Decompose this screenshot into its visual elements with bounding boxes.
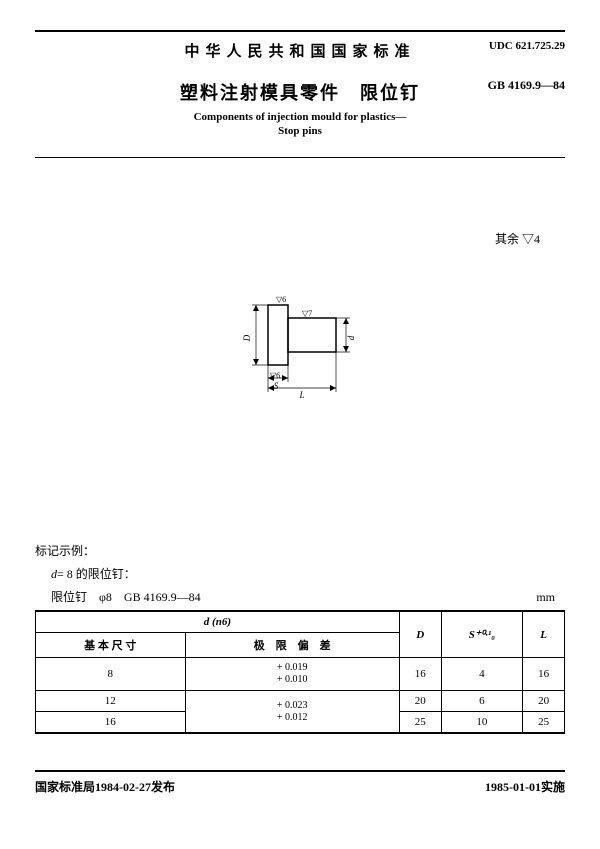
- en-title-2: Stop pins: [35, 125, 565, 137]
- dim-L-label: L: [298, 390, 304, 400]
- stop-pin-diagram: D d ▽6 ▽7 ▽6 S L: [240, 290, 380, 400]
- dim-S-label: S: [274, 381, 279, 391]
- table-row: 8 + 0.019 + 0.010 16 4 16: [36, 658, 565, 691]
- header: UDC 621.725.29 GB 4169.9—84 中华人民共和国国家标准 …: [35, 40, 565, 149]
- dim-d-label: d: [346, 335, 356, 340]
- col-basic: 基 本 尺 寸: [36, 633, 186, 658]
- country-title: 中华人民共和国国家标准: [35, 40, 565, 61]
- col-tolerance: 极 限 偏 差: [185, 633, 399, 658]
- unit-label: mm: [536, 590, 555, 605]
- table-row: 12 + 0.023 + 0.012 20 6 20: [36, 691, 565, 712]
- dim-D-label: D: [242, 334, 252, 342]
- footer-effective: 1985-01-01实施: [485, 778, 565, 795]
- marking-line1: d= 8 的限位钉：: [35, 563, 201, 586]
- marking-title: 标记示例：: [35, 540, 201, 563]
- udc-code: UDC 621.725.29: [489, 40, 565, 52]
- col-D: D: [399, 611, 441, 658]
- surf-top: ▽6: [276, 295, 286, 304]
- marking-line2: 限位钉 φ8 GB 4169.9—84: [35, 586, 201, 609]
- gb-code: GB 4169.9—84: [488, 78, 565, 93]
- col-d: d (n6): [36, 611, 400, 633]
- col-S: S⁺⁰·¹₀: [441, 611, 523, 658]
- surf-shaft: ▽7: [302, 309, 312, 318]
- dimension-table: d (n6) D S⁺⁰·¹₀ L 基 本 尺 寸 极 限 偏 差 8 + 0.…: [35, 610, 565, 734]
- marking-example: 标记示例： d= 8 的限位钉： 限位钉 φ8 GB 4169.9—84: [35, 540, 201, 608]
- main-title: 塑料注射模具零件 限位钉: [35, 79, 565, 105]
- col-L: L: [523, 611, 565, 658]
- en-title-1: Components of injection mould for plasti…: [35, 111, 565, 123]
- surface-note: 其余 ▽4: [495, 230, 540, 247]
- footer-publish: 国家标准局1984-02-27发布: [35, 778, 175, 795]
